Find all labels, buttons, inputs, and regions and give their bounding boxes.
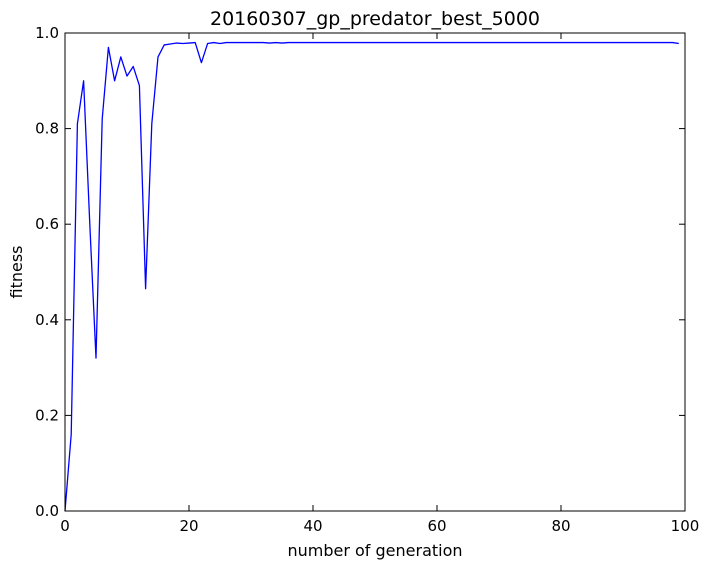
x-tick-label: 40 bbox=[303, 517, 322, 535]
y-tick-label: 0.8 bbox=[35, 120, 59, 138]
x-axis: 0 20 40 60 80 100 bbox=[60, 33, 699, 535]
y-axis-title: fitness bbox=[7, 245, 26, 298]
x-tick-label: 20 bbox=[179, 517, 198, 535]
y-tick-label: 0.0 bbox=[35, 502, 59, 520]
x-tick-label: 80 bbox=[551, 517, 570, 535]
y-tick-label: 1.0 bbox=[35, 24, 59, 42]
x-tick-label: 100 bbox=[671, 517, 700, 535]
plot-area bbox=[64, 41, 679, 512]
y-tick-label: 0.6 bbox=[35, 215, 59, 233]
series-line-0 bbox=[64, 41, 679, 512]
x-tick-label: 0 bbox=[60, 517, 70, 535]
y-tick-label: 0.2 bbox=[35, 406, 59, 424]
plot-frame bbox=[64, 32, 686, 512]
x-tick-label: 60 bbox=[427, 517, 446, 535]
y-tick-label: 0.4 bbox=[35, 311, 59, 329]
chart-title: 20160307_gp_predator_best_5000 bbox=[210, 8, 540, 30]
x-axis-title: number of generation bbox=[287, 541, 462, 560]
y-axis: 0.0 0.2 0.4 0.6 0.8 1.0 bbox=[35, 24, 685, 520]
